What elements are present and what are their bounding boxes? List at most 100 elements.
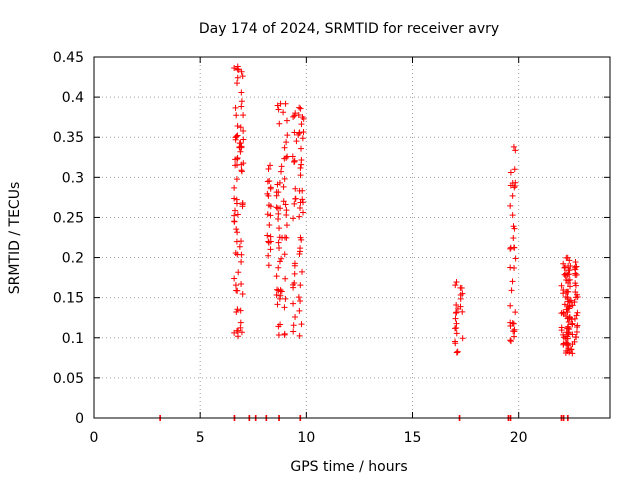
data-point (275, 323, 282, 330)
data-point (296, 204, 303, 211)
data-point (292, 110, 299, 117)
data-point (291, 280, 298, 287)
data-point (291, 112, 298, 119)
data-point (282, 275, 289, 282)
data-point (572, 272, 579, 279)
data-point (278, 168, 285, 175)
data-point (510, 244, 517, 251)
data-point (296, 248, 303, 255)
data-point (569, 302, 576, 309)
data-point (573, 334, 580, 341)
data-point (237, 307, 244, 314)
data-point (281, 144, 288, 151)
data-point (284, 153, 291, 160)
data-point (265, 192, 272, 199)
data-point (300, 128, 307, 135)
data-point (232, 282, 239, 289)
data-point (564, 309, 571, 316)
data-point (234, 123, 241, 130)
data-point (240, 127, 247, 134)
data-point (233, 176, 240, 183)
data-point (275, 216, 282, 223)
data-point (234, 154, 241, 161)
data-point (265, 262, 272, 269)
data-point (267, 238, 274, 245)
data-point (297, 298, 304, 305)
data-point (561, 264, 568, 271)
data-point (276, 295, 283, 302)
data-point (566, 305, 573, 312)
data-point (273, 291, 280, 298)
data-point (238, 329, 245, 336)
data-point (296, 332, 303, 339)
data-point (238, 89, 245, 96)
data-point (573, 263, 580, 270)
data-point (290, 215, 297, 222)
data-point (275, 210, 282, 217)
data-point (299, 135, 306, 142)
data-point (511, 184, 518, 191)
y-tick-label: 0.05 (53, 371, 84, 387)
data-point (234, 80, 241, 87)
data-point (297, 105, 304, 112)
data-point (265, 202, 272, 209)
data-point (233, 308, 240, 315)
data-point (454, 348, 461, 355)
data-point (267, 184, 274, 191)
data-point (296, 307, 303, 314)
data-point (233, 200, 240, 207)
data-point (573, 312, 580, 319)
data-point (565, 319, 572, 326)
data-point (273, 204, 280, 211)
data-point (233, 226, 240, 233)
data-point (267, 246, 274, 253)
y-axis-label: SRMTID / TECUs (7, 182, 23, 295)
data-point (232, 104, 239, 111)
data-point (511, 333, 518, 340)
data-point (291, 200, 298, 207)
data-point (276, 258, 283, 265)
data-point (564, 271, 571, 278)
data-point (267, 212, 274, 219)
data-point (510, 234, 517, 241)
data-point (290, 322, 297, 329)
data-point (511, 225, 518, 232)
data-point (299, 268, 306, 275)
data-point (291, 158, 298, 165)
data-point (233, 287, 240, 294)
data-point (564, 348, 571, 355)
data-point (507, 169, 514, 176)
data-point (459, 335, 466, 342)
data-point (276, 225, 283, 232)
data-point (567, 283, 574, 290)
data-point (291, 262, 298, 269)
data-point (275, 332, 282, 339)
data-point (281, 251, 288, 258)
data-point (273, 192, 280, 199)
data-point (560, 260, 567, 267)
data-point (234, 306, 241, 313)
data-point (240, 136, 247, 143)
data-point (563, 329, 570, 336)
data-point (558, 282, 565, 289)
data-point (232, 250, 239, 257)
data-point (565, 288, 572, 295)
data-point (289, 153, 296, 160)
data-point (565, 342, 572, 349)
data-point (569, 331, 576, 338)
data-point (266, 177, 273, 184)
data-point (292, 195, 299, 202)
data-point (235, 66, 242, 73)
data-point (281, 304, 288, 311)
data-point (453, 349, 460, 356)
data-point (300, 209, 307, 216)
data-point (231, 195, 238, 202)
data-point (238, 103, 245, 110)
data-point (563, 254, 570, 261)
data-point (511, 328, 518, 335)
data-point (274, 301, 281, 308)
plot-frame (93, 56, 611, 419)
data-point (512, 309, 519, 316)
data-point (280, 109, 287, 116)
